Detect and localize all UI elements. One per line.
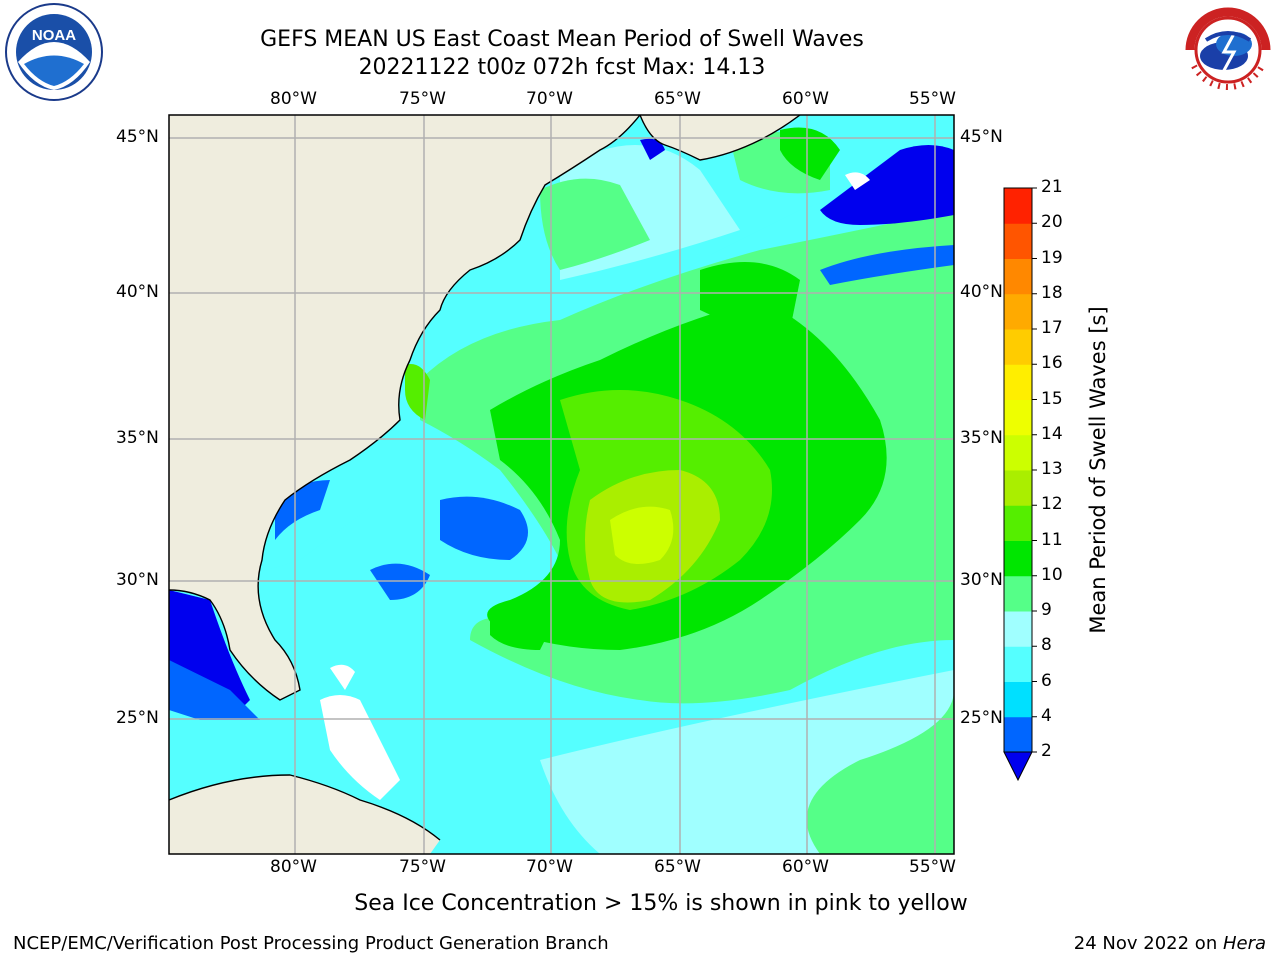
colorbar [1003,187,1037,782]
colorbar-tick-label: 11 [1041,529,1063,550]
colorbar-tick-label: 21 [1041,177,1063,197]
lat-label-left-25n: 25°N [116,708,159,728]
colorbar-tick-label: 13 [1041,459,1063,479]
colorbar-bin [1004,399,1032,436]
footer-date: 24 Nov 2022 on [1073,933,1223,954]
colorbar-bin [1004,188,1032,224]
colorbar-tick-label: 4 [1041,705,1052,726]
map-subtitle-forecast: 20221122 t00z 072h fcst Max: 14.13 [358,55,766,80]
national-weather-service-logo [1184,6,1272,94]
colorbar-tick-label: 9 [1041,600,1052,620]
lon-label-top-80w: 80°W [270,89,317,109]
lat-label-right-40n: 40°N [960,282,1003,302]
colorbar-tick-label: 20 [1041,212,1063,233]
colorbar-bin [1004,258,1032,295]
lat-label-right-25n: 25°N [960,708,1003,728]
lon-label-top-70w: 70°W [526,89,573,109]
footer-host: Hera [1222,933,1266,954]
lat-label-right-30n: 30°N [960,570,1003,590]
lon-label-bottom-75w: 75°W [399,857,446,877]
colorbar-tick-label: 10 [1041,564,1063,585]
colorbar-tick-label: 14 [1041,423,1063,444]
colorbar-tick-label: 19 [1041,247,1063,268]
lat-label-left-35n: 35°N [116,428,159,448]
lat-label-right-45n: 45°N [960,127,1003,147]
lat-label-left-45n: 45°N [116,127,159,147]
lon-label-bottom-80w: 80°W [270,857,317,877]
noaa-logo-text: NOAA [32,27,76,44]
footer-organization: NCEP/EMC/Verification Post Processing Pr… [13,933,609,954]
lat-label-left-40n: 40°N [116,282,159,302]
lon-label-top-60w: 60°W [782,89,829,109]
colorbar-bin [1004,716,1032,753]
graticule [169,115,954,854]
map-frame [168,114,955,855]
colorbar-bin [1004,611,1032,647]
colorbar-bin [1004,293,1032,330]
lon-label-bottom-65w: 65°W [654,857,701,877]
lon-label-bottom-55w: 55°W [909,857,956,877]
colorbar-bin [1004,223,1032,259]
colorbar-label: Mean Period of Swell Waves [s] [1086,306,1110,634]
colorbar-tick-label: 8 [1041,635,1052,656]
lat-label-left-30n: 30°N [116,570,159,590]
colorbar-tick-label: 2 [1041,741,1052,761]
lon-label-bottom-60w: 60°W [782,857,829,877]
colorbar-tick-label: 15 [1041,388,1063,409]
lon-label-top-55w: 55°W [909,89,956,109]
lon-label-bottom-70w: 70°W [526,857,573,877]
colorbar-bin [1004,470,1032,506]
noaa-logo: NOAA [5,3,103,101]
swell-period-field [169,115,954,854]
colorbar-tick-label: 18 [1041,282,1063,303]
lat-label-right-35n: 35°N [960,428,1003,448]
colorbar-bin [1004,681,1032,718]
colorbar-bin [1004,540,1032,577]
colorbar-bin [1004,434,1032,471]
colorbar-bin [1004,329,1032,365]
colorbar-tick-label: 16 [1041,353,1063,374]
sea-ice-note: Sea Ice Concentration > 15% is shown in … [354,891,968,916]
colorbar-bin [1004,575,1032,612]
lon-label-top-75w: 75°W [399,89,446,109]
colorbar-tick-label: 17 [1041,318,1063,338]
colorbar-under-extension [1003,751,1033,782]
footer-date-host: 24 Nov 2022 on Hera [1074,933,1266,954]
colorbar-bin [1004,364,1032,400]
colorbar-tick-label: 12 [1041,494,1063,515]
colorbar-tick-label: 6 [1041,670,1052,691]
colorbar-bin [1004,505,1032,541]
lon-label-top-65w: 65°W [654,89,701,109]
map-title: GEFS MEAN US East Coast Mean Period of S… [260,27,864,52]
colorbar-bin [1004,646,1032,682]
